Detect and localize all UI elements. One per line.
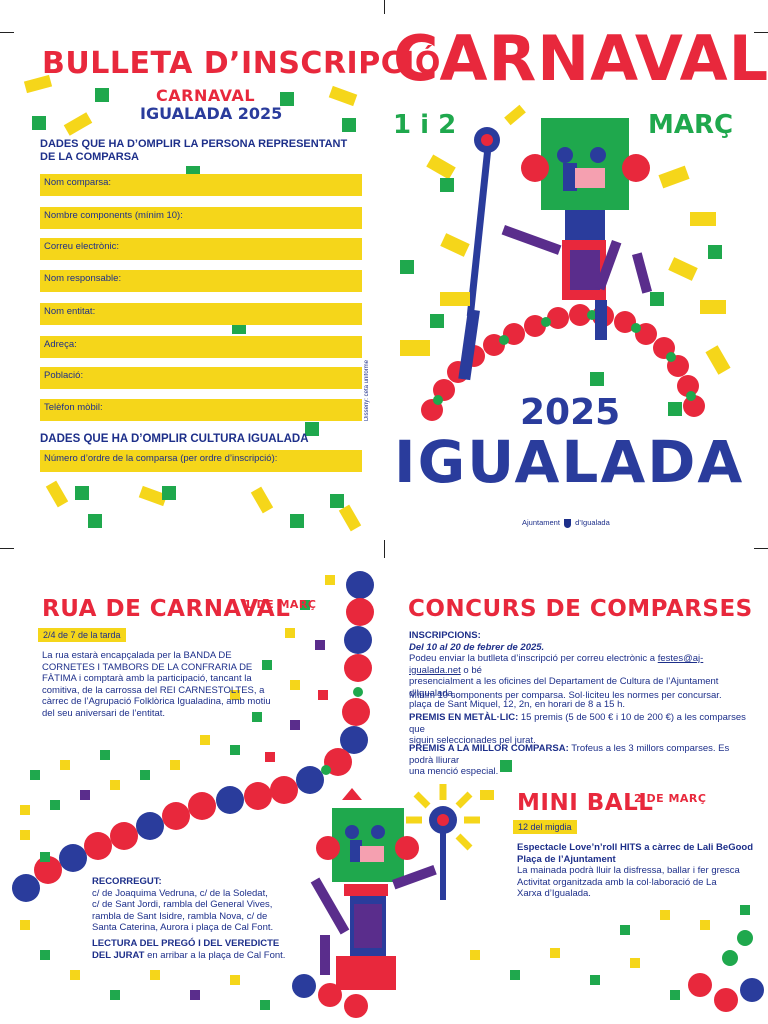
inscripcions-label: INSCRIPCIONS: bbox=[409, 630, 481, 641]
inscripcions-text: Podeu enviar la butlleta d’inscripció pe… bbox=[409, 653, 658, 664]
bottom-bead-chain bbox=[12, 571, 764, 1018]
poster-dates-days: 1 i 2 bbox=[393, 110, 457, 140]
concurs-millor: PREMIS A LA MILLOR COMPARSA: Trofeus a l… bbox=[409, 743, 755, 778]
rua-title: RUA DE CARNAVAL bbox=[42, 596, 291, 622]
crop-mark bbox=[754, 548, 768, 549]
poster-robot-illustration bbox=[458, 118, 653, 381]
route-line: Santa Caterina, Aurora i plaça de Cal Fo… bbox=[92, 922, 274, 933]
field-label: Adreça: bbox=[44, 339, 77, 350]
field-nom-responsable[interactable] bbox=[40, 270, 362, 292]
field-note: (mínim 10): bbox=[134, 210, 183, 221]
route-line: c/ de Joaquima Vedruna, c/ de la Soledat… bbox=[92, 887, 268, 899]
crop-mark bbox=[0, 32, 14, 33]
poster-confetti bbox=[400, 104, 731, 416]
field-poblacio[interactable] bbox=[40, 367, 362, 389]
miniball-text: La mainada podrà lluir la disfressa, bal… bbox=[517, 865, 740, 876]
field-label: Nombre components bbox=[44, 210, 133, 221]
miniball-text: Activitat organitzada amb la col·laborac… bbox=[517, 876, 717, 888]
rua-description: La rua estarà encapçalada per la BANDA D… bbox=[42, 650, 271, 719]
ajuntament-logo-text: Ajuntament d’Igualada bbox=[522, 518, 610, 528]
inscripcions-text-2: o bé bbox=[460, 664, 482, 676]
rua-time-badge: 2/4 de 7 de la tarda bbox=[38, 628, 126, 642]
field-note: (per ordre d’inscripció): bbox=[180, 453, 278, 464]
route-line: rambla de Sant Isidre, rambla Nova, c/ d… bbox=[92, 910, 268, 922]
field-label: Telèfon mòbil: bbox=[44, 402, 103, 413]
igualada-label: d’Igualada bbox=[575, 518, 610, 527]
design-credit: Disseny: ceta uniforme bbox=[364, 360, 370, 422]
premis-text-2: siguin seleccionades pel jurat. bbox=[409, 735, 536, 746]
prego-place: en arribar a la plaça de Cal Font. bbox=[147, 949, 286, 961]
field-label-group: Nombre components (mínim 10): bbox=[44, 210, 183, 221]
millor-text: Trofeus a les 3 millors comparses. Es po… bbox=[409, 743, 730, 766]
form-section-representant: DADES QUE HA D’OMPLIR LA PERSONA REPRESE… bbox=[40, 138, 348, 163]
crop-mark bbox=[0, 548, 14, 549]
crop-mark bbox=[384, 0, 385, 14]
form-confetti bbox=[23, 74, 362, 532]
field-nombre-components[interactable] bbox=[40, 207, 362, 229]
premis-label: PREMIS EN METÀL·LIC: bbox=[409, 712, 519, 723]
bottom-confetti bbox=[20, 575, 750, 1010]
field-nom-comparsa[interactable] bbox=[40, 174, 362, 196]
route-title: RECORREGUT: bbox=[92, 876, 162, 887]
millor-text-2: una menció especial. bbox=[409, 766, 499, 777]
field-label-group: Número d’ordre de la comparsa (per ordre… bbox=[44, 453, 277, 464]
inscripcions-dates: Del 10 al 20 de febrer de 2025. bbox=[409, 641, 545, 653]
poster-bead-arch bbox=[421, 304, 705, 421]
rua-date: 1 DE MARÇ bbox=[244, 598, 317, 611]
form-event-city-year: IGUALADA 2025 bbox=[140, 104, 283, 123]
crop-mark bbox=[754, 32, 768, 33]
miniball-time-badge: 12 del migdia bbox=[513, 820, 577, 834]
prego-title: LECTURA DEL PREGÓ I DEL VEREDICTE bbox=[92, 938, 280, 949]
field-label: Nom responsable: bbox=[44, 273, 122, 284]
route-line: c/ de Sant Jordi, rambla del General Viv… bbox=[92, 899, 273, 910]
millor-label: PREMIS A LA MILLOR COMPARSA: bbox=[409, 743, 569, 754]
concurs-min: Mínim 10 components per comparsa. Sol·li… bbox=[409, 690, 722, 701]
poster-dates-month: MARÇ bbox=[648, 110, 734, 140]
field-numero-ordre[interactable] bbox=[40, 450, 362, 472]
form-event-name: CARNAVAL bbox=[156, 86, 256, 105]
ajuntament-label: Ajuntament bbox=[522, 518, 560, 527]
email-link[interactable]: festes@aj-igualada.net bbox=[409, 653, 704, 676]
bottom-robot-illustration bbox=[310, 784, 480, 990]
prego-title-2: DEL JURAT bbox=[92, 949, 145, 961]
poster-title: CARNAVAL bbox=[393, 22, 768, 95]
field-label: Població: bbox=[44, 370, 84, 381]
miniball-text: Xarxa d’Igualada. bbox=[517, 888, 591, 899]
concurs-inscripcions: INSCRIPCIONS: Del 10 al 20 de febrer de … bbox=[409, 630, 755, 711]
form-section-cultura: DADES QUE HA D’OMPLIR CULTURA IGUALADA bbox=[40, 433, 309, 445]
field-nom-entitat[interactable] bbox=[40, 303, 362, 325]
field-telefon-mobil[interactable] bbox=[40, 399, 362, 421]
prego-info: LECTURA DEL PREGÓ I DEL VEREDICTE DEL JU… bbox=[92, 938, 292, 961]
concurs-title: CONCURS DE COMPARSES bbox=[408, 596, 753, 622]
poster-city: IGUALADA bbox=[394, 428, 745, 496]
field-adreca[interactable] bbox=[40, 336, 362, 358]
field-label: Nom entitat: bbox=[44, 306, 96, 317]
field-label: Número d’ordre de la comparsa bbox=[44, 453, 178, 464]
form-title: BULLETA D’INSCRIPCIÓ bbox=[42, 46, 441, 81]
miniball-place: Plaça de l’Ajuntament bbox=[517, 853, 616, 865]
miniball-date: 2 DE MARÇ bbox=[634, 792, 707, 805]
field-correu-electronic[interactable] bbox=[40, 238, 362, 260]
inscripcions-line: plaça de Sant Miquel, 12, 2n, en horari … bbox=[409, 699, 626, 710]
field-label: Correu electrònic: bbox=[44, 241, 119, 252]
miniball-title: MINI BALL bbox=[517, 790, 654, 816]
crest-icon bbox=[564, 518, 572, 528]
rua-route: RECORREGUT: c/ de Joaquima Vedruna, c/ d… bbox=[92, 876, 292, 934]
miniball-details: Espectacle Love’n’roll HITS a càrrec de … bbox=[517, 842, 757, 900]
poster-year: 2025 bbox=[520, 392, 621, 433]
field-label: Nom comparsa: bbox=[44, 177, 112, 188]
premis-text: 15 premis (5 de 500 € i 10 de 200 €) a l… bbox=[409, 712, 746, 735]
inscripcions-line: presencialment a les oficines del Depart… bbox=[409, 676, 719, 699]
concurs-premis: PREMIS EN METÀL·LIC: 15 premis (5 de 500… bbox=[409, 712, 755, 747]
crop-mark bbox=[384, 540, 385, 558]
miniball-show: Espectacle Love’n’roll HITS a càrrec de … bbox=[517, 842, 753, 853]
